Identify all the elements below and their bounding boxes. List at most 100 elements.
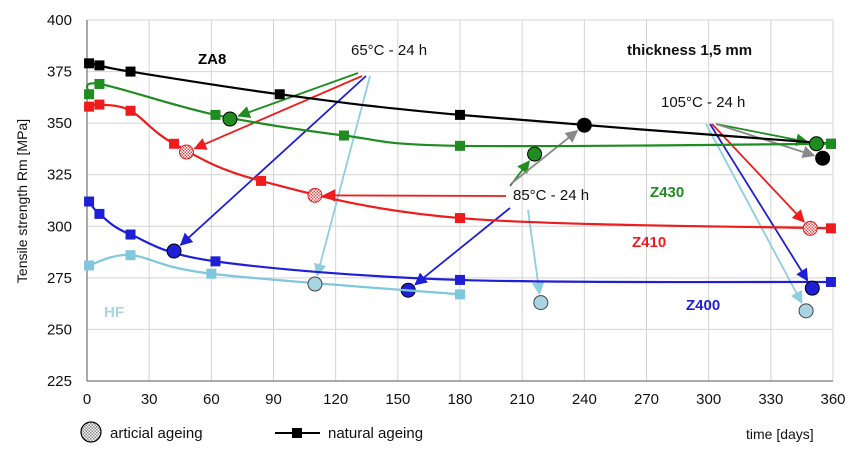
- natural-point-z430-4: [338, 130, 349, 141]
- x-tick-label-0: 0: [83, 391, 91, 408]
- treatment-arrow-10: [715, 123, 809, 147]
- artificial-point-z410-3: [802, 220, 818, 236]
- legend-artificial-label: articial ageing: [110, 425, 203, 442]
- natural-point-z410-2: [94, 99, 105, 110]
- natural-point-hf-1: [84, 260, 95, 271]
- natural-point-z410-5: [256, 175, 267, 186]
- natural-point-hf-3: [206, 268, 217, 279]
- artificial-point-hf-2: [533, 295, 549, 311]
- x-tick-label-180: 180: [447, 391, 472, 408]
- y-tick-label-250: 250: [47, 321, 72, 338]
- annotation-thickness: thickness 1,5 mm: [627, 42, 752, 59]
- legend: articial ageing natural ageing: [80, 421, 423, 443]
- treatment-arrow-12: [711, 123, 805, 223]
- x-tick-label-360: 360: [820, 391, 845, 408]
- natural-point-za8-5: [455, 109, 465, 120]
- treatment-arrow-14: [705, 123, 803, 305]
- artificial-point-z400-3: [804, 280, 820, 296]
- natural-point-z410-6: [455, 213, 465, 224]
- x-tick-label-330: 330: [758, 391, 783, 408]
- artificial-point-z430-3: [808, 136, 824, 152]
- y-tick-label-225: 225: [47, 373, 72, 390]
- treatment-arrow-7: [511, 130, 579, 184]
- legend-artificial-marker: [80, 421, 102, 443]
- natural-point-z410-4: [169, 138, 180, 149]
- natural-point-z430-1: [84, 89, 95, 100]
- natural-point-z400-3: [125, 229, 136, 240]
- artificial-point-z430-1: [222, 111, 238, 127]
- y-tick-label-400: 400: [47, 12, 72, 29]
- series-hf: [84, 250, 814, 319]
- x-tick-label-150: 150: [385, 391, 410, 408]
- x-tick-label-60: 60: [203, 391, 220, 408]
- treatment-arrow-1: [237, 72, 359, 119]
- x-tick-label-30: 30: [141, 391, 158, 408]
- x-tick-label-90: 90: [265, 391, 282, 408]
- natural-point-za8-3: [125, 66, 136, 77]
- y-tick-label-350: 350: [47, 115, 72, 132]
- natural-point-z400-5: [455, 274, 465, 285]
- artificial-point-z410-1: [178, 144, 194, 160]
- natural-point-z400-6: [825, 276, 836, 287]
- series-z410: [84, 99, 836, 236]
- natural-point-z430-5: [455, 140, 465, 151]
- x-tick-label-300: 300: [696, 391, 721, 408]
- natural-point-z410-7: [825, 223, 836, 234]
- series-labels: ZA8 Z430 Z410 Z400 HF: [104, 51, 720, 321]
- natural-point-za8-2: [94, 60, 105, 71]
- series-label-z400: Z400: [686, 297, 720, 314]
- series-group: [84, 58, 836, 319]
- natural-point-z430-3: [210, 109, 221, 120]
- natural-point-z400-1: [84, 196, 95, 207]
- natural-point-z410-3: [125, 105, 136, 116]
- artificial-point-z430-2: [527, 146, 543, 162]
- artificial-point-z400-1: [166, 243, 182, 259]
- x-tick-label-240: 240: [572, 391, 597, 408]
- natural-point-hf-4: [455, 289, 465, 300]
- natural-point-za8-1: [84, 58, 95, 69]
- legend-natural-marker: [292, 428, 302, 438]
- annotation-85c: 85°C - 24 h: [513, 187, 589, 204]
- x-tick-label-270: 270: [634, 391, 659, 408]
- natural-point-z430-6: [825, 138, 836, 149]
- grid-lines: [86, 19, 834, 382]
- treatment-arrow-13: [709, 123, 809, 282]
- legend-natural-label: natural ageing: [328, 425, 423, 442]
- y-axis-title: Tensile strength Rm [MPa]: [14, 119, 30, 283]
- treatment-arrow-2: [193, 75, 363, 150]
- series-label-z430: Z430: [650, 184, 684, 201]
- series-label-hf: HF: [104, 304, 124, 321]
- natural-point-z400-2: [94, 208, 105, 219]
- treatment-arrow-3: [179, 75, 367, 246]
- series-line-z410: [88, 103, 831, 230]
- treatment-arrow-9: [527, 209, 545, 295]
- y-tick-label-300: 300: [47, 218, 72, 235]
- treatment-arrow-5: [322, 189, 507, 202]
- series-za8: [84, 58, 836, 166]
- annotation-105c: 105°C - 24 h: [661, 94, 745, 111]
- annotation-65c: 65°C - 24 h: [351, 42, 427, 59]
- x-axis-title: time [days]: [746, 426, 814, 442]
- artificial-point-z410-2: [307, 187, 323, 203]
- series-z400: [84, 196, 836, 298]
- artificial-point-hf-1: [307, 276, 323, 292]
- natural-point-z400-4: [210, 256, 221, 267]
- y-tick-label-375: 375: [47, 64, 72, 81]
- y-tick-label-275: 275: [47, 270, 72, 287]
- x-tick-label-210: 210: [510, 391, 535, 408]
- natural-point-hf-2: [125, 250, 136, 261]
- series-line-hf: [88, 254, 461, 296]
- series-label-za8: ZA8: [198, 51, 226, 68]
- tick-labels: 0 30 60 90 120 150 180 210 240 270 300 330 360 225 250…: [47, 12, 846, 408]
- x-tick-label-120: 120: [323, 391, 348, 408]
- artificial-point-za8-1: [576, 117, 592, 133]
- artificial-point-hf-3: [798, 303, 814, 319]
- y-tick-label-325: 325: [47, 167, 72, 184]
- treatment-arrows: [179, 72, 816, 305]
- series-z430: [84, 78, 836, 162]
- artificial-point-za8-2: [815, 150, 831, 166]
- natural-point-z410-1: [84, 101, 95, 112]
- treatment-arrow-4: [314, 75, 371, 277]
- series-label-z410: Z410: [632, 234, 666, 251]
